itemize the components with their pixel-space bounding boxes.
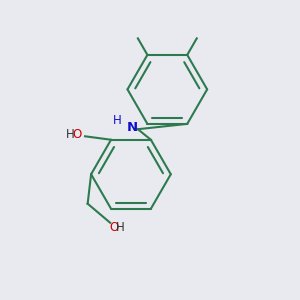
Text: H: H bbox=[113, 114, 122, 127]
Text: H: H bbox=[116, 221, 125, 234]
Text: O: O bbox=[109, 221, 118, 234]
Text: O: O bbox=[73, 128, 82, 141]
Text: N: N bbox=[127, 121, 138, 134]
Text: H: H bbox=[66, 128, 74, 141]
